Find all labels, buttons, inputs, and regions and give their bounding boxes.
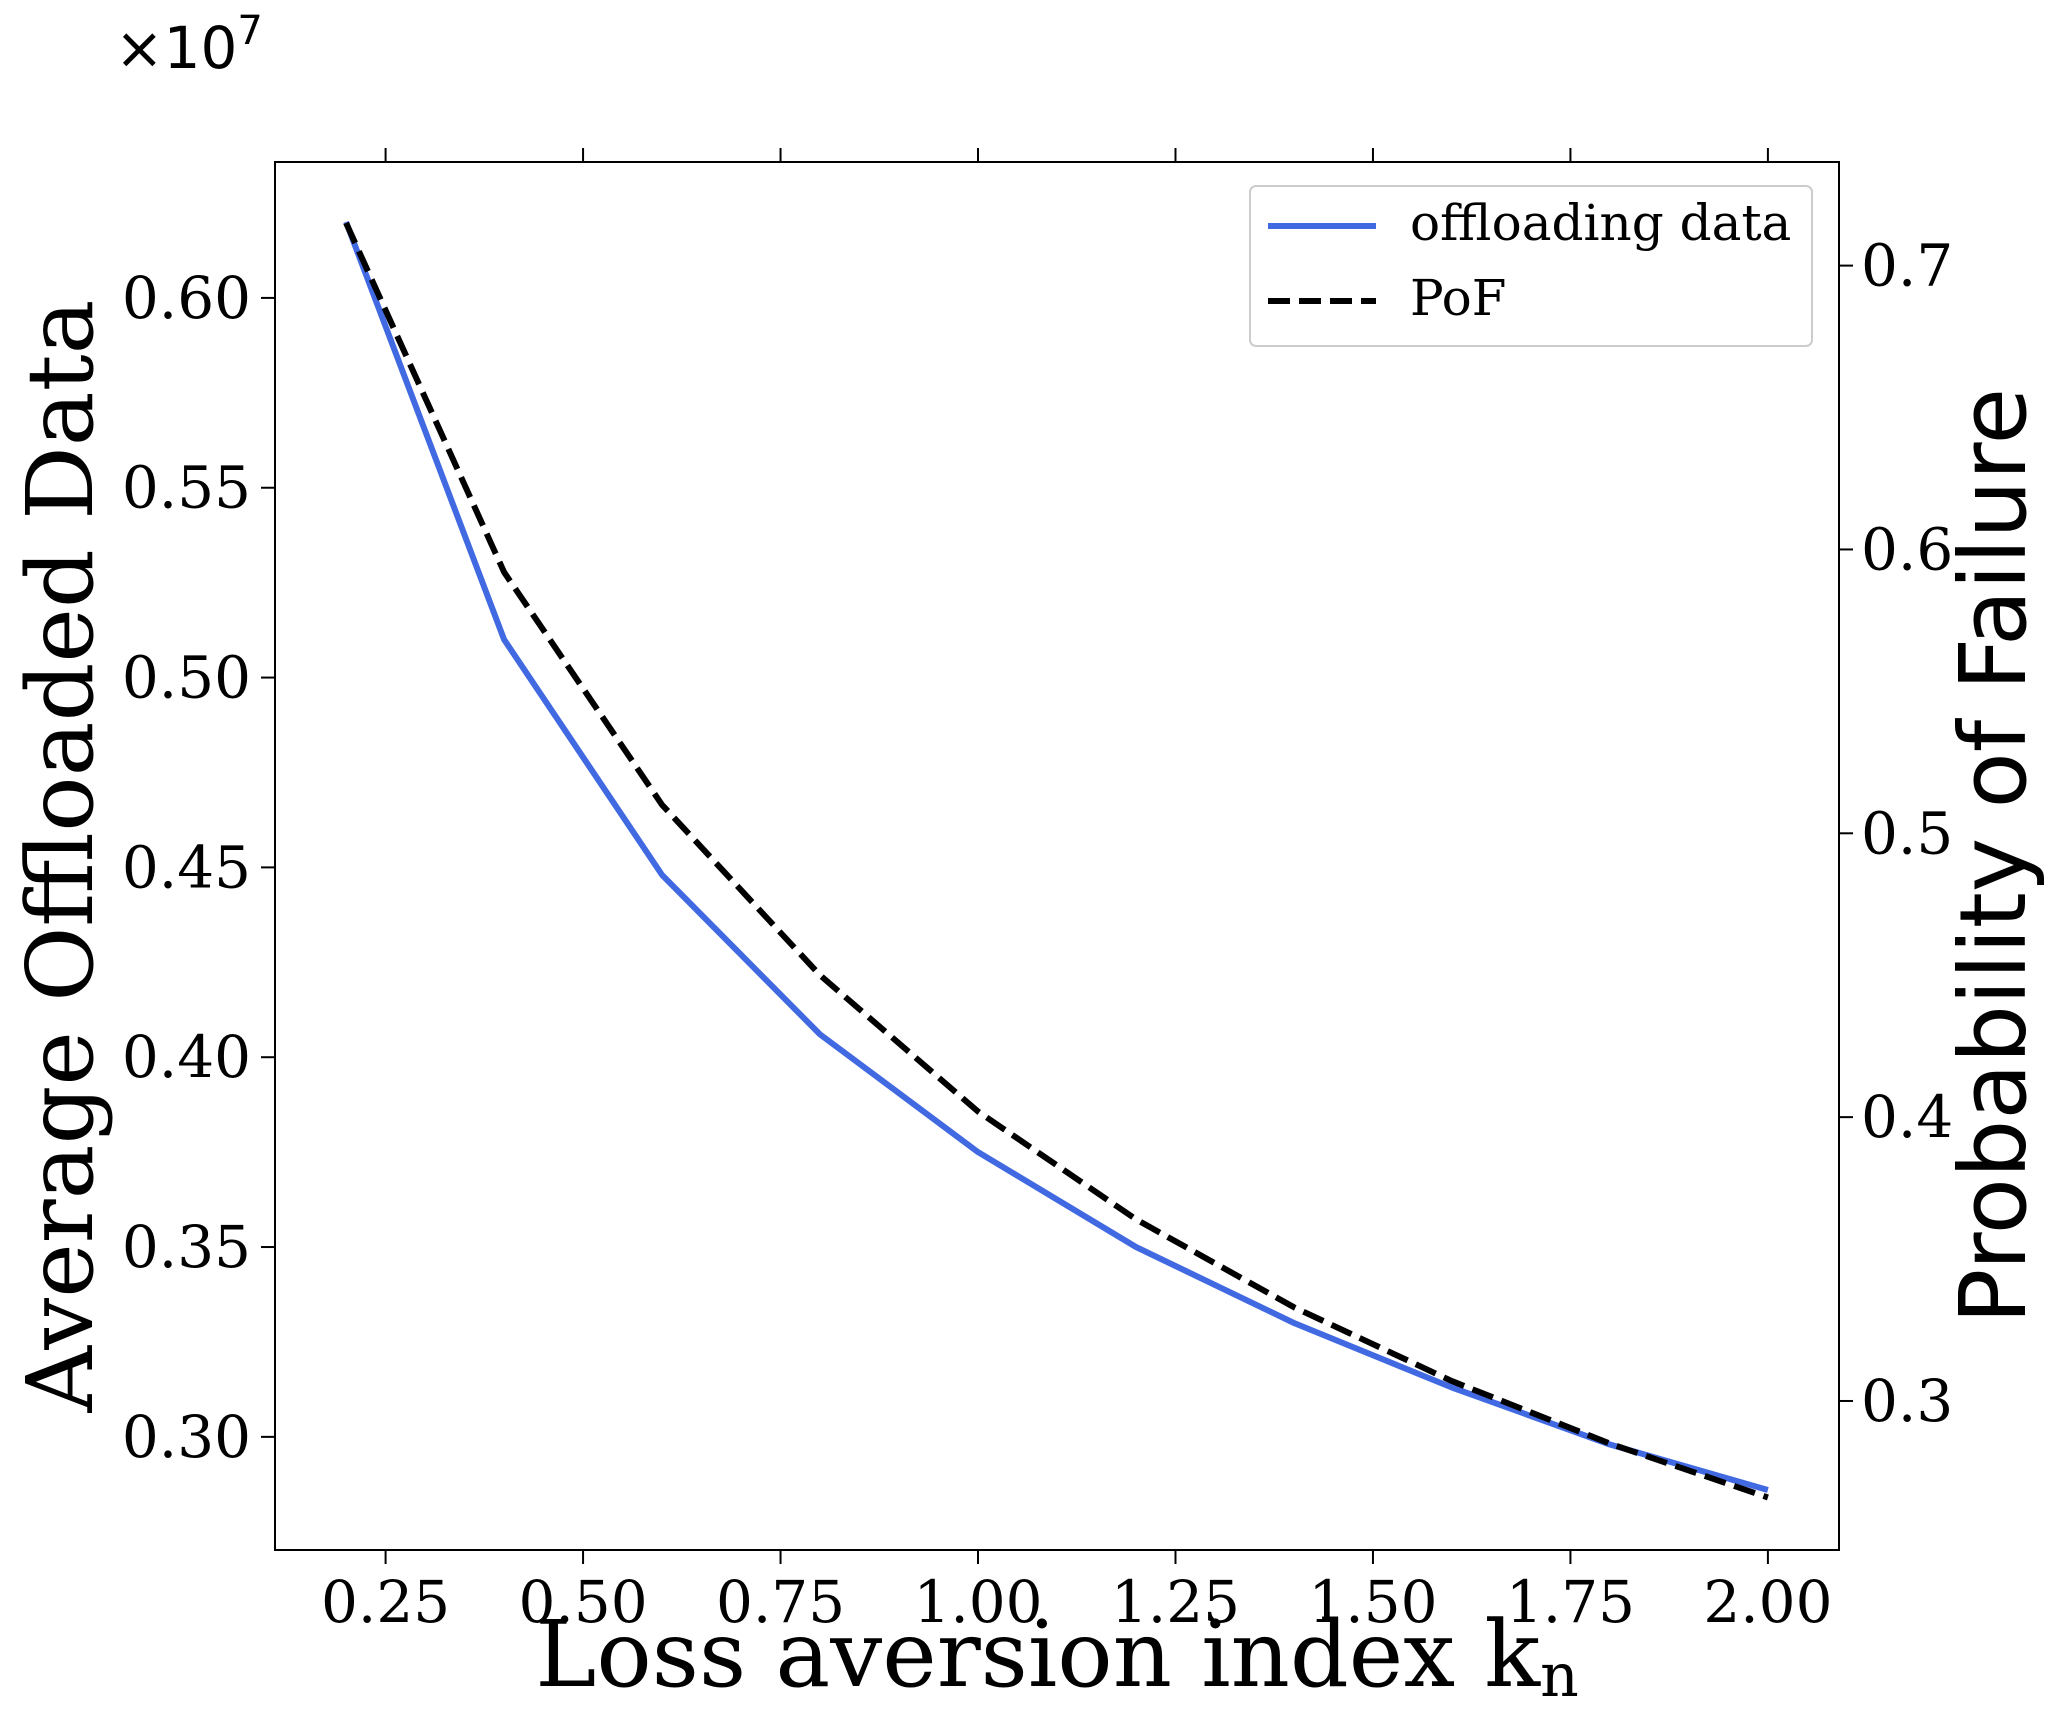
left-y-tick-label: 0.40 [122, 1023, 251, 1091]
x-tick-label: 0.50 [518, 1568, 647, 1636]
x-tick-label: 2.00 [1703, 1568, 1832, 1636]
left-y-tick-label: 0.35 [122, 1213, 251, 1281]
right-y-tick-label: 0.3 [1861, 1367, 1953, 1435]
x-axis-label: Loss aversion index kn [535, 1601, 1578, 1711]
right-y-axis-label: Probability of Failure [1940, 388, 2047, 1324]
left-y-tick-label: 0.60 [122, 264, 251, 332]
legend: offloading data PoF [1249, 185, 1813, 347]
offset-text: ×107 [115, 8, 263, 82]
x-tick-label: 1.00 [913, 1568, 1042, 1636]
x-tick-label: 1.25 [1111, 1568, 1240, 1636]
left-y-tick-label: 0.45 [122, 833, 251, 901]
plot-frame [274, 161, 1840, 1551]
left-y-tick-label: 0.50 [122, 644, 251, 712]
series-line-offloading-data [343, 220, 1769, 1493]
x-tick-label: 0.75 [716, 1568, 845, 1636]
x-tick-label: 1.75 [1506, 1568, 1635, 1636]
left-y-axis-label: Average Offloaded Data [7, 300, 114, 1414]
plot-lines [343, 220, 1769, 1501]
right-y-tick-label: 0.4 [1861, 1083, 1953, 1151]
axis-ticks: 0.25 0.50 0.75 1.00 1.25 1.50 1.75 2.00 0.30 0.35… [122, 148, 1953, 1636]
right-y-tick-label: 0.5 [1861, 799, 1953, 867]
left-y-tick-label: 0.55 [122, 454, 251, 522]
x-tick-label: 1.50 [1308, 1568, 1437, 1636]
series-line-pof [343, 221, 1769, 1501]
left-y-tick-label: 0.30 [122, 1403, 251, 1471]
right-y-tick-label: 0.6 [1861, 515, 1953, 583]
x-tick-label: 0.25 [321, 1568, 450, 1636]
right-y-tick-label: 0.7 [1861, 232, 1953, 300]
legend-label-pof: PoF [1410, 269, 1506, 327]
legend-frame [1249, 185, 1813, 347]
legend-label-offloading-data: offloading data [1410, 194, 1791, 252]
